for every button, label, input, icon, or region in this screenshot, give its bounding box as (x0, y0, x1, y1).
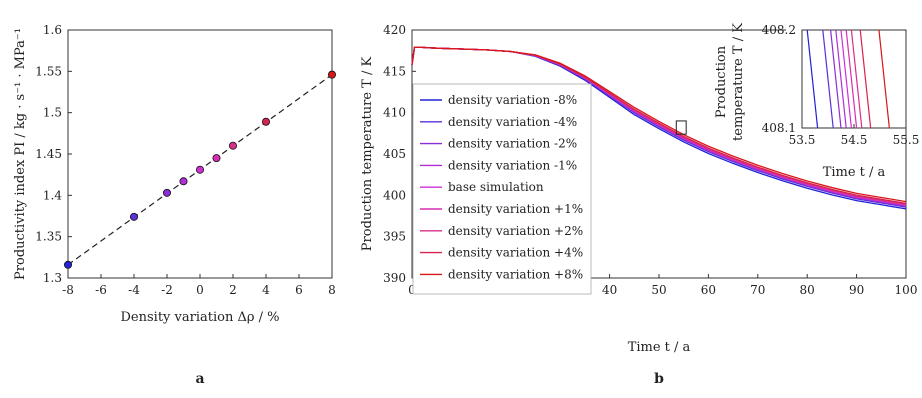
inset-series-line (845, 29, 858, 129)
panel-a-y-tick-label: 1.3 (43, 271, 62, 285)
panel-a-y-tick-label: 1.6 (43, 23, 62, 37)
panel-a-x-tick-label: -8 (62, 283, 74, 297)
inset-y-ticks: 408.1 408.2 (762, 23, 806, 135)
legend-entry: base simulation (448, 180, 544, 194)
panel-a-y-tick-label: 1.5 (43, 106, 62, 120)
panel-b-y-tick-label: 415 (383, 64, 406, 78)
panel-a-x-tick-label: -4 (128, 283, 140, 297)
panel-b-x-tick-label: 100 (895, 283, 918, 297)
data-point (261, 117, 270, 126)
inset-series-lines (806, 29, 890, 129)
data-point (327, 70, 336, 79)
legend-entry: density variation +8% (448, 267, 583, 281)
inset-y-tick-label: 408.1 (762, 121, 796, 135)
panel-b-y-tick-label: 405 (383, 147, 406, 161)
panel-b-x-axis-label: Time t / a (628, 340, 691, 355)
panel-b-x-tick-label: 70 (750, 283, 765, 297)
panel-b-y-axis-label: Production temperature T / K (360, 57, 375, 252)
legend-entry: density variation +1% (448, 202, 583, 216)
panel-a-chart: -8 -6 -4 -2 0 2 4 6 8 1.3 1.35 1.4 1.45 1.5 1.55 1.6 D… (13, 23, 336, 387)
data-point (162, 188, 171, 197)
inset-series-line (850, 29, 863, 129)
panel-b-y-tick-label: 400 (383, 188, 406, 202)
panel-b-x-tick-label: 0 (408, 283, 416, 297)
panel-b-y-tick-label: 420 (383, 23, 406, 37)
inset-x-tick-label: 53.5 (789, 133, 816, 147)
series-line (411, 46, 907, 203)
data-point (228, 141, 237, 150)
legend-entry: density variation +4% (448, 246, 583, 260)
data-point (64, 260, 73, 269)
panel-a-y-axis-label: Productivity index PI / kg · s⁻¹ · MPa⁻¹ (13, 28, 28, 280)
inset-series-line (835, 29, 847, 129)
inset-y-axis-label-line1: Production (714, 45, 729, 118)
panel-a-y-tick-label: 1.55 (35, 64, 62, 78)
inset-series-line (878, 29, 890, 129)
inset-y-tick-label: 408.2 (762, 23, 796, 37)
inset-series-line (840, 29, 852, 129)
inset-series-line (859, 29, 872, 129)
inset-x-ticks: 53.5 54.5 55.5 (789, 124, 920, 147)
panel-a-y-tick-label: 1.45 (35, 147, 62, 161)
panel-b-zoom-box (675, 120, 687, 135)
panel-b-y-ticks: 390 395 400 405 410 415 420 (383, 23, 416, 285)
inset-series-line (806, 29, 819, 129)
panel-b-x-tick-label: 80 (800, 283, 815, 297)
panel-a-x-axis-label: Density variation Δρ / % (121, 310, 280, 325)
legend-entry: density variation -4% (448, 115, 577, 129)
panel-a-plot-frame (67, 29, 333, 279)
legend-entry: density variation -2% (448, 137, 577, 151)
data-point (129, 212, 138, 221)
legend-entry: density variation -8% (448, 93, 577, 107)
panel-a-x-tick-label: -2 (161, 283, 173, 297)
panel-a-x-tick-label: -6 (95, 283, 107, 297)
panel-b-x-tick-label: 40 (602, 283, 617, 297)
legend-entry: density variation -1% (448, 158, 577, 172)
inset-x-tick-label: 54.5 (841, 133, 868, 147)
panel-b-legend: density variation -8% density variation -… (412, 83, 592, 295)
panel-b-y-tick-label: 395 (383, 230, 406, 244)
panel-b-chart: 0102030405060708090100 39039540040541041… (360, 18, 919, 387)
data-point (212, 154, 221, 163)
panel-a-y-tick-label: 1.4 (43, 188, 62, 202)
panel-a-x-tick-label: 4 (262, 283, 270, 297)
panel-a-label: a (195, 371, 204, 387)
panel-a-y-ticks: 1.3 1.35 1.4 1.45 1.5 1.55 1.6 (35, 23, 72, 285)
data-point (179, 177, 188, 186)
legend-box (412, 83, 592, 295)
panel-b-series-lines (411, 46, 907, 210)
panel-b-y-tick-label: 390 (383, 271, 406, 285)
panel-b-x-tick-label: 60 (701, 283, 716, 297)
panel-a-y-tick-label: 1.35 (35, 230, 62, 244)
panel-a-x-tick-label: 2 (229, 283, 237, 297)
panel-b-label: b (654, 371, 664, 387)
inset-series-line (822, 29, 834, 129)
panel-b-inset: 53.5 54.5 55.5 408.1 408.2 Time t / a Produ… (714, 18, 919, 180)
panel-a-x-ticks: -8 -6 -4 -2 0 2 4 6 8 (62, 274, 336, 297)
panel-a-points (64, 70, 336, 269)
legend-entry: density variation +2% (448, 224, 583, 238)
inset-x-tick-label: 55.5 (893, 133, 920, 147)
panel-a-x-tick-label: 8 (328, 283, 336, 297)
panel-a-x-tick-label: 0 (196, 283, 204, 297)
panel-a-x-tick-label: 6 (295, 283, 303, 297)
data-point (195, 165, 204, 174)
panel-b-x-tick-label: 90 (849, 283, 864, 297)
inset-x-axis-label: Time t / a (823, 165, 886, 180)
inset-series-line (830, 29, 842, 129)
panel-b-x-tick-label: 50 (651, 283, 666, 297)
panel-b-y-tick-label: 410 (383, 106, 406, 120)
inset-y-axis-label-line2: temperature T / K (731, 23, 746, 141)
